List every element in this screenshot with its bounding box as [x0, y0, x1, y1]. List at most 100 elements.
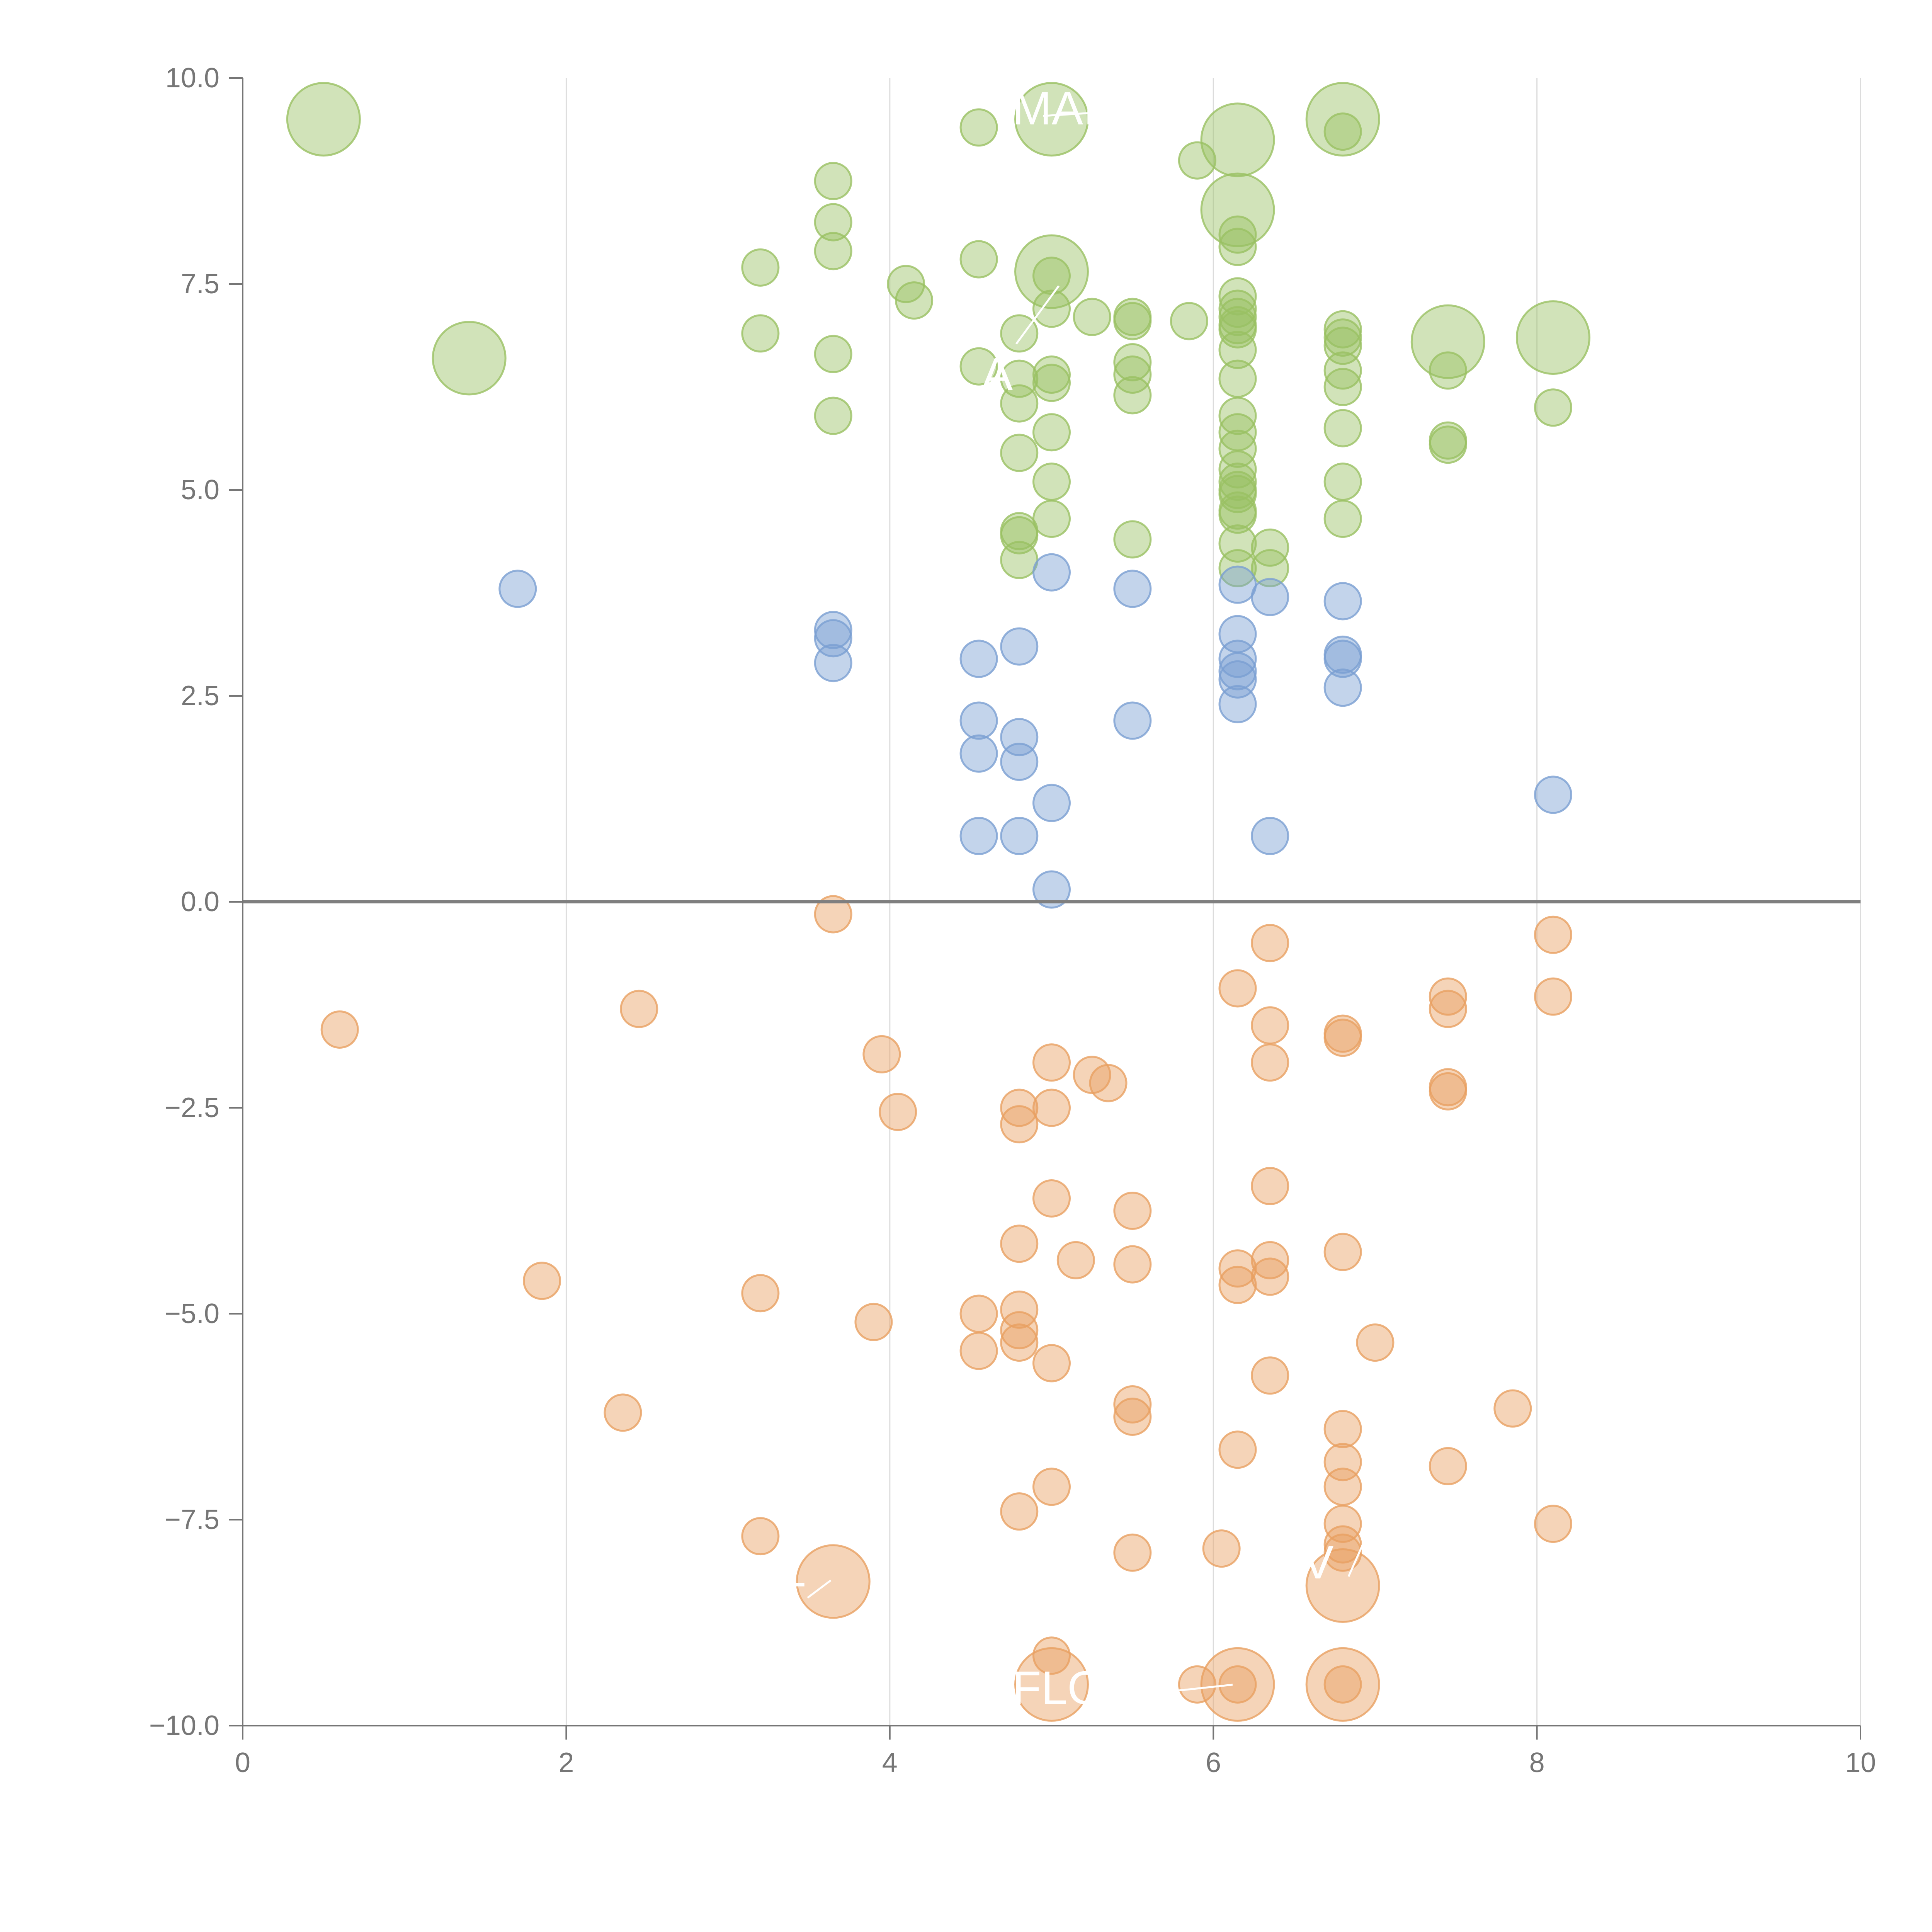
green-point-25: [1218, 289, 1257, 328]
blue-point-9: [1251, 578, 1289, 616]
x-axis-ticks: 0 2 4 6 8 10: [235, 1726, 1876, 1778]
orange-point-12: [862, 1035, 901, 1073]
orange-point-20: [1000, 1088, 1039, 1127]
green-point-37: [1000, 314, 1039, 353]
orange-point-7: [320, 1010, 359, 1049]
blue-point-18: [1323, 668, 1362, 707]
green-point-18: [1032, 257, 1071, 295]
green-point-29: [1323, 310, 1362, 349]
green-point-32: [1410, 304, 1485, 379]
orange-point-48: [1218, 1430, 1257, 1469]
orange-point-34: [523, 1262, 561, 1300]
orange-point-9: [1251, 1006, 1289, 1045]
green-point-45: [1113, 376, 1152, 415]
blue-point-27: [1251, 816, 1289, 855]
orange-point-22: [1032, 1088, 1071, 1127]
orange-point-42: [1032, 1344, 1071, 1383]
green-point-63: [1218, 463, 1257, 501]
orange-point-67: [1178, 1665, 1216, 1704]
orange-point-18: [1429, 1072, 1467, 1111]
green-point-60: [1429, 425, 1467, 464]
orange-point-30: [1218, 1265, 1257, 1304]
green-point-23: [1170, 302, 1208, 340]
orange-point-13: [1032, 1043, 1071, 1082]
orange-point-25: [1251, 1167, 1289, 1206]
green-point-42: [1032, 364, 1071, 402]
green-point-26: [1218, 298, 1257, 336]
leader-line-a: [1015, 285, 1060, 345]
green-point-17: [1014, 234, 1089, 309]
orange-point-62: [1323, 1533, 1362, 1572]
green-point-34: [432, 321, 507, 396]
orange-point-71: [1323, 1665, 1362, 1704]
x-tick-label-2: 4: [882, 1747, 898, 1778]
orange-point-69: [1218, 1665, 1257, 1704]
blue-point-0: [498, 570, 537, 608]
green-point-1: [959, 108, 998, 147]
green-point-61: [1032, 463, 1071, 501]
green-point-49: [1323, 368, 1362, 406]
blue-point-22: [1000, 743, 1039, 781]
callout-label-mai: MAI: [1012, 82, 1096, 134]
orange-point-27: [1056, 1241, 1095, 1279]
green-point-22: [1113, 302, 1152, 340]
bubble-layer: [286, 82, 1590, 1722]
green-point-48: [1323, 351, 1362, 390]
green-point-38: [959, 347, 998, 386]
y-tick-label-2: 5.0: [181, 474, 219, 505]
callout-label-v: V: [1302, 1536, 1333, 1588]
orange-point-32: [1251, 1257, 1289, 1296]
blue-point-6: [1032, 553, 1071, 592]
green-point-0: [286, 82, 361, 157]
green-point-8: [814, 203, 852, 242]
orange-point-60: [1323, 1505, 1362, 1543]
green-point-77: [1251, 549, 1289, 588]
orange-point-49: [1323, 1410, 1362, 1448]
green-point-16: [895, 281, 934, 320]
orange-point-19: [879, 1093, 917, 1131]
orange-point-58: [1113, 1533, 1152, 1572]
x-tick-label-5: 10: [1845, 1747, 1876, 1778]
orange-point-11: [1323, 1019, 1362, 1057]
orange-point-46: [1113, 1385, 1152, 1424]
x-tick-label-1: 2: [558, 1747, 574, 1778]
orange-point-8: [620, 990, 658, 1028]
green-point-40: [1000, 384, 1039, 423]
orange-point-0: [814, 895, 852, 934]
green-point-19: [1032, 289, 1071, 328]
blue-point-19: [959, 701, 998, 740]
green-point-57: [1218, 429, 1257, 468]
orange-point-38: [1000, 1290, 1039, 1329]
y-tick-label-0: 10.0: [165, 63, 219, 94]
green-point-12: [1200, 172, 1275, 247]
green-point-78: [1323, 500, 1362, 538]
green-point-44: [1113, 355, 1152, 394]
y-tick-label-7: −7.5: [165, 1504, 219, 1535]
orange-point-59: [1202, 1529, 1241, 1568]
callout-label-t: T: [777, 1573, 806, 1625]
blue-point-3: [814, 644, 852, 682]
green-point-54: [1000, 434, 1039, 472]
orange-point-51: [1323, 1468, 1362, 1506]
green-point-35: [741, 314, 780, 353]
blue-point-29: [1032, 870, 1071, 909]
leader-line-t: [807, 1580, 832, 1599]
blue-point-7: [1113, 570, 1152, 608]
orange-point-5: [1429, 990, 1467, 1028]
orange-point-37: [959, 1294, 998, 1333]
y-tick-label-6: −5.0: [165, 1298, 219, 1329]
blue-point-12: [1218, 639, 1257, 678]
green-point-58: [1323, 409, 1362, 447]
orange-point-4: [1429, 977, 1467, 1016]
orange-point-39: [1000, 1311, 1039, 1350]
orange-point-52: [1429, 1447, 1467, 1485]
orange-point-43: [1251, 1356, 1289, 1395]
callout-layer: MAI A FLO V T: [777, 82, 1365, 1714]
green-point-50: [1429, 351, 1467, 390]
orange-point-63: [1305, 1548, 1380, 1623]
green-point-2: [1014, 82, 1089, 157]
green-point-68: [1323, 463, 1362, 501]
y-tick-label-5: −2.5: [165, 1092, 219, 1123]
